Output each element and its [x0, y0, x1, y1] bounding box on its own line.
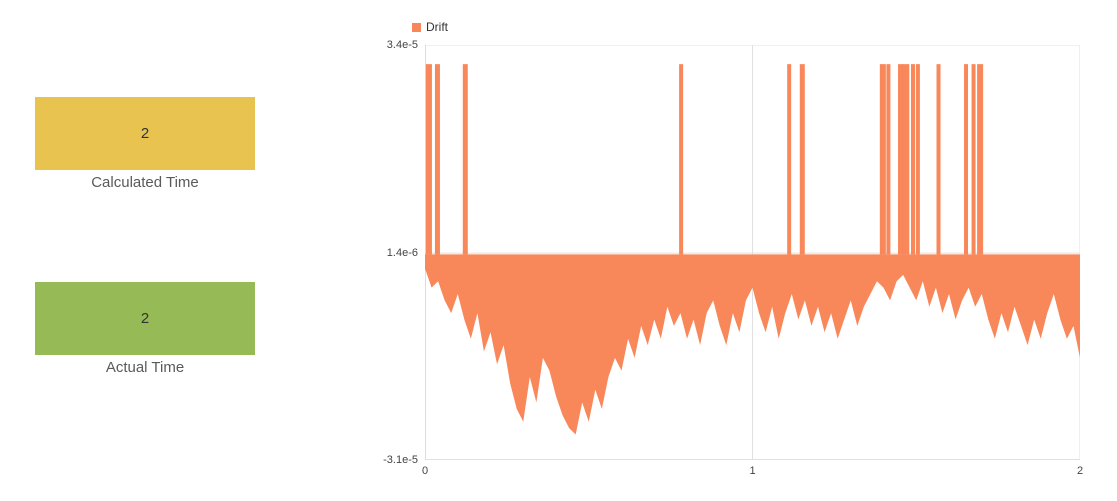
drift-spike [462, 64, 468, 255]
y-axis: 3.4e-5 1.4e-6 -3.1e-5 [348, 39, 418, 466]
drift-spike [936, 64, 941, 255]
y-axis-tick-label: 3.4e-5 [386, 39, 418, 51]
x-axis-tick-label: 1 [749, 465, 756, 477]
x-axis: 0 1 2 [421, 465, 1084, 481]
drift-spike [898, 64, 904, 255]
drift-chart-panel: 3.4e-5 1.4e-6 -3.1e-5 0 1 2 [383, 39, 1083, 477]
drift-area-series[interactable] [425, 254, 1080, 435]
actual-time-value: 2 [140, 310, 150, 327]
drift-spike [879, 64, 886, 255]
calculated-time-label: Calculated Time [91, 174, 199, 191]
calculated-time-value: 2 [140, 125, 150, 142]
legend-swatch-drift [412, 22, 421, 32]
drift-spike [977, 64, 984, 255]
drift-spike [902, 64, 910, 255]
x-axis-tick-label: 0 [421, 465, 429, 477]
y-axis-tick-label: 1.4e-6 [386, 247, 418, 260]
drift-spike [886, 64, 891, 255]
calculated-time-value-box: 2 [35, 97, 255, 170]
legend-label-drift: Drift [426, 20, 448, 34]
drift-spike [787, 64, 792, 255]
drift-plot[interactable] [425, 45, 1080, 460]
y-axis-tick-label: -3.1e-5 [383, 454, 418, 466]
actual-time-value-box: 2 [35, 282, 255, 355]
drift-spike [679, 64, 684, 255]
x-axis-tick-label: 2 [1076, 465, 1084, 477]
chart-legend[interactable]: Drift [412, 20, 448, 34]
actual-time-label: Actual Time [105, 359, 185, 376]
drift-spike [425, 64, 432, 255]
drift-spike [434, 64, 440, 255]
drift-spike [964, 64, 969, 255]
drift-spike [799, 64, 805, 255]
drift-spike [971, 64, 976, 255]
drift-spike [915, 64, 920, 255]
drift-spike [910, 64, 915, 255]
